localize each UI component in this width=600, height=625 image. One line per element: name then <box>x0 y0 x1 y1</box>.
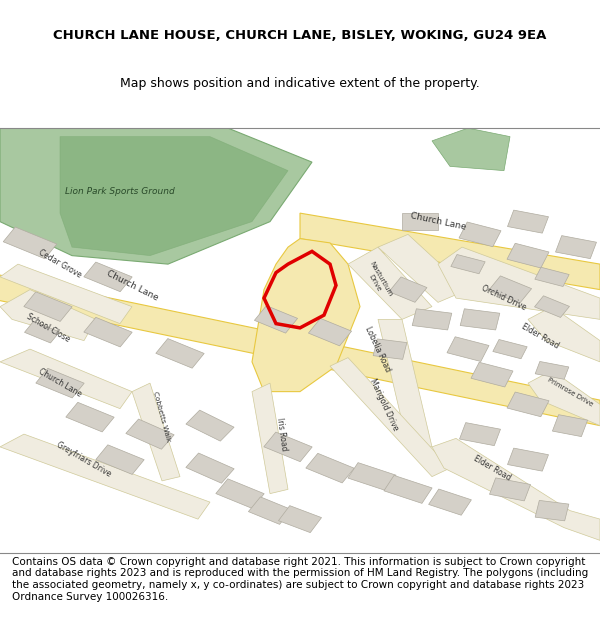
Polygon shape <box>0 349 132 409</box>
Bar <box>460 422 500 446</box>
Bar <box>278 506 322 532</box>
Text: Map shows position and indicative extent of the property.: Map shows position and indicative extent… <box>120 77 480 90</box>
Polygon shape <box>330 357 450 477</box>
Text: Lion Park Sports Ground: Lion Park Sports Ground <box>65 188 175 196</box>
Text: Church Lane: Church Lane <box>37 368 83 399</box>
Bar <box>460 309 500 330</box>
Bar <box>254 306 298 333</box>
Bar <box>535 501 569 521</box>
Text: Contains OS data © Crown copyright and database right 2021. This information is : Contains OS data © Crown copyright and d… <box>12 557 588 601</box>
Bar <box>451 254 485 274</box>
Polygon shape <box>0 434 210 519</box>
Bar <box>389 277 427 302</box>
Text: Cedar Grove: Cedar Grove <box>37 248 83 280</box>
Bar <box>402 213 438 230</box>
Polygon shape <box>0 128 312 264</box>
Bar <box>186 453 234 483</box>
Polygon shape <box>432 128 510 171</box>
Bar <box>84 318 132 347</box>
Polygon shape <box>528 371 600 426</box>
Text: Iris Road: Iris Road <box>275 417 289 451</box>
Text: Elder Road: Elder Road <box>472 454 512 482</box>
Text: Orchid Drive: Orchid Drive <box>481 284 527 312</box>
Text: CHURCH LANE HOUSE, CHURCH LANE, BISLEY, WOKING, GU24 9EA: CHURCH LANE HOUSE, CHURCH LANE, BISLEY, … <box>53 29 547 42</box>
Text: Primrose Drive: Primrose Drive <box>547 376 593 407</box>
Bar <box>535 268 569 286</box>
Text: Elder Road: Elder Road <box>520 322 560 351</box>
Text: Greyfriars Drive: Greyfriars Drive <box>55 441 113 479</box>
Text: Marigold Drive: Marigold Drive <box>368 377 400 432</box>
Bar <box>126 419 174 449</box>
Bar <box>216 479 264 508</box>
Bar <box>507 392 549 417</box>
Polygon shape <box>378 234 468 302</box>
Bar <box>186 410 234 441</box>
Polygon shape <box>300 213 600 289</box>
Bar <box>535 361 569 379</box>
Polygon shape <box>0 289 96 341</box>
Polygon shape <box>378 319 432 447</box>
Bar <box>156 339 204 368</box>
Bar <box>24 292 72 321</box>
Bar <box>384 476 432 503</box>
Polygon shape <box>438 247 600 319</box>
Bar <box>84 262 132 292</box>
Bar <box>373 339 407 359</box>
Text: Nasturtium
Drive: Nasturtium Drive <box>362 261 394 301</box>
Bar <box>471 362 513 387</box>
Polygon shape <box>252 383 288 494</box>
Bar <box>412 309 452 330</box>
Bar <box>308 318 352 346</box>
Bar <box>96 445 144 474</box>
Bar <box>493 339 527 359</box>
Polygon shape <box>132 383 180 481</box>
Polygon shape <box>0 264 132 324</box>
Bar <box>264 432 312 462</box>
Polygon shape <box>60 137 288 256</box>
Polygon shape <box>528 307 600 362</box>
Bar <box>306 453 354 483</box>
Text: Lobelia Road: Lobelia Road <box>364 325 392 373</box>
Bar <box>535 296 569 318</box>
Bar <box>447 337 489 361</box>
Bar <box>553 414 587 437</box>
Bar <box>490 478 530 501</box>
Bar <box>25 321 59 343</box>
Bar <box>3 227 57 259</box>
Bar <box>507 243 549 268</box>
Bar <box>459 222 501 247</box>
Polygon shape <box>348 247 432 319</box>
Bar <box>508 210 548 233</box>
Text: School Close: School Close <box>25 312 71 344</box>
Bar <box>66 402 114 432</box>
Bar <box>556 236 596 259</box>
Text: Cobbetts Walk: Cobbetts Walk <box>152 391 172 443</box>
Bar <box>248 497 292 524</box>
Polygon shape <box>432 438 600 541</box>
Polygon shape <box>0 272 600 426</box>
Text: Church Lane: Church Lane <box>409 211 467 232</box>
Bar <box>508 448 548 471</box>
Text: Church Lane: Church Lane <box>104 269 160 302</box>
Bar <box>428 489 472 515</box>
Polygon shape <box>252 239 360 392</box>
Bar <box>36 368 84 398</box>
Bar <box>488 276 532 303</box>
Bar <box>348 462 396 491</box>
